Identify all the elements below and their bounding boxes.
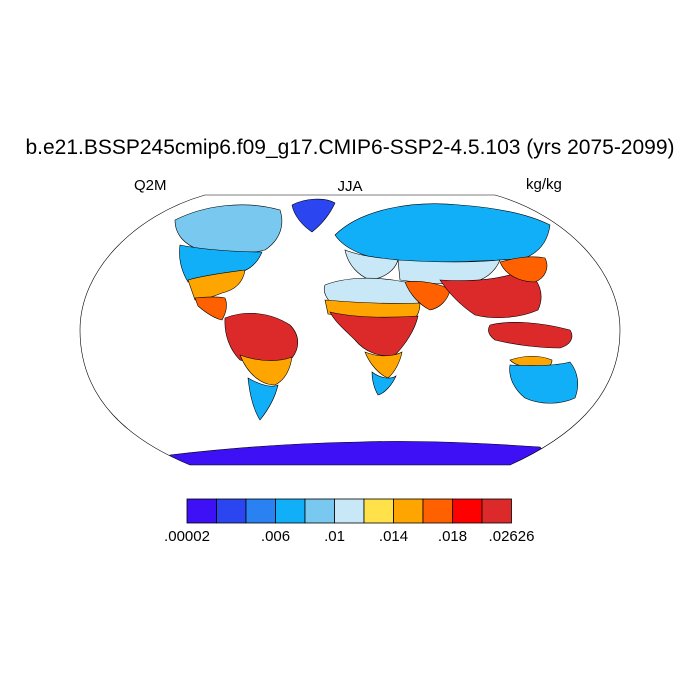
- colorbar-tick-label: .02626: [488, 528, 535, 545]
- antarctica-land: [159, 441, 561, 465]
- east-asia-hot: [499, 256, 548, 283]
- colorbar-bin: [363, 498, 394, 524]
- colorbar-bin: [393, 498, 424, 524]
- middle-east-hot: [404, 281, 451, 311]
- australia-land: [509, 361, 579, 404]
- colorbar-bin: [216, 498, 247, 524]
- colorbar-bin: [481, 498, 512, 524]
- colorbar-tick-label: .018: [437, 528, 468, 545]
- colorbar: [186, 498, 512, 524]
- south-america-tropical: [224, 313, 299, 364]
- africa-south: [371, 371, 397, 396]
- africa-south-warm: [364, 351, 403, 379]
- colorbar-tick-label: .00002: [164, 528, 210, 545]
- north-america-polar: [174, 204, 283, 255]
- africa-tropical: [329, 311, 419, 357]
- europe-dry: [344, 249, 399, 281]
- colorbar-bin: [334, 498, 365, 524]
- colorbar-tick-label: .014: [378, 528, 409, 545]
- colorbar-bin: [452, 498, 483, 524]
- colorbar-tick-label: .01: [324, 528, 345, 545]
- eurasia-polar: [334, 203, 551, 263]
- colorbar-bin: [304, 498, 335, 524]
- south-america-warm: [239, 354, 293, 386]
- colorbar-bin: [186, 498, 217, 524]
- colorbar-bin: [422, 498, 453, 524]
- south-asia-tropical: [439, 269, 542, 319]
- variable-label: Q2M: [134, 177, 167, 194]
- plot-title: b.e21.BSSP245cmip6.f09_g17.CMIP6-SSP2-4.…: [25, 136, 675, 159]
- south-america-south: [247, 377, 279, 421]
- colorbar-bin: [245, 498, 276, 524]
- central-america-hot: [194, 296, 227, 321]
- units-label: kg/kg: [526, 176, 562, 193]
- greenland-land: [291, 198, 336, 233]
- indonesia-tropical: [488, 321, 573, 349]
- season-label: JJA: [337, 178, 363, 195]
- colorbar-tick-label: .006: [260, 528, 291, 545]
- colorbar-bin: [275, 498, 306, 524]
